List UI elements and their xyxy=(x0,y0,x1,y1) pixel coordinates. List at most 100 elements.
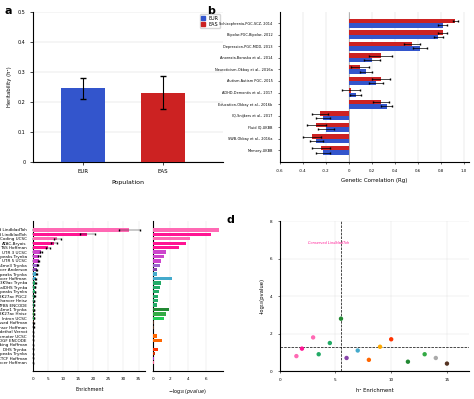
Point xyxy=(421,351,428,358)
Bar xyxy=(33,250,41,254)
Bar xyxy=(33,228,129,231)
Point xyxy=(387,336,395,342)
Bar xyxy=(153,348,158,351)
Bar xyxy=(33,277,36,280)
Bar xyxy=(348,65,360,69)
Bar xyxy=(153,339,162,342)
Point xyxy=(326,340,334,346)
Bar xyxy=(33,290,35,294)
Bar xyxy=(153,241,186,245)
Bar xyxy=(33,299,34,302)
Bar xyxy=(348,46,420,51)
Bar xyxy=(348,69,366,74)
Point xyxy=(354,347,362,354)
Bar xyxy=(153,361,154,364)
Y-axis label: -log₁₀(pvalue): -log₁₀(pvalue) xyxy=(260,278,264,314)
Bar xyxy=(153,281,161,284)
Text: a: a xyxy=(5,6,12,16)
Bar xyxy=(153,321,154,324)
Bar xyxy=(153,277,172,280)
Bar xyxy=(326,127,348,132)
Bar xyxy=(317,139,348,143)
Bar xyxy=(33,304,34,307)
Bar xyxy=(153,233,210,236)
Bar xyxy=(153,317,164,320)
Bar xyxy=(33,317,34,320)
Bar xyxy=(153,250,166,254)
Bar xyxy=(348,35,438,39)
Point xyxy=(310,334,317,341)
Bar xyxy=(348,104,386,109)
Bar xyxy=(312,134,348,139)
Point xyxy=(443,360,451,367)
Bar xyxy=(33,241,54,245)
Bar xyxy=(153,352,155,356)
Bar xyxy=(33,308,34,311)
Bar xyxy=(348,81,376,85)
Bar xyxy=(33,294,35,298)
Bar xyxy=(141,93,185,162)
Bar xyxy=(348,30,443,35)
Bar xyxy=(317,123,348,127)
Bar xyxy=(320,111,348,116)
Point xyxy=(365,357,373,363)
Y-axis label: Heritability (h²): Heritability (h²) xyxy=(7,66,12,107)
Bar xyxy=(153,259,161,263)
Bar xyxy=(153,312,166,316)
Point xyxy=(404,359,412,365)
Bar xyxy=(33,264,38,267)
Point xyxy=(292,353,300,359)
Bar xyxy=(153,294,158,298)
Point xyxy=(337,316,345,322)
Text: b: b xyxy=(208,6,216,16)
Point xyxy=(315,351,322,358)
Bar xyxy=(348,42,412,46)
Bar xyxy=(153,228,219,231)
Bar xyxy=(153,290,159,294)
Bar xyxy=(348,53,381,58)
Bar xyxy=(153,286,160,289)
Bar xyxy=(153,326,154,329)
Bar xyxy=(348,58,372,62)
X-axis label: Genetic Correlation (Rg): Genetic Correlation (Rg) xyxy=(341,178,408,183)
Bar xyxy=(153,299,157,302)
Bar xyxy=(153,357,155,360)
Bar xyxy=(153,246,179,249)
Bar xyxy=(33,259,38,263)
X-axis label: Population: Population xyxy=(111,180,145,185)
Bar xyxy=(153,237,190,241)
Bar xyxy=(33,281,35,284)
Bar xyxy=(323,150,348,155)
Bar xyxy=(153,304,157,307)
X-axis label: h² Enrichment: h² Enrichment xyxy=(356,387,393,393)
Bar xyxy=(33,286,35,289)
Point xyxy=(376,344,384,350)
Bar xyxy=(153,273,157,276)
Legend: EUR, EAS: EUR, EAS xyxy=(200,14,220,28)
Bar xyxy=(348,100,381,104)
Text: Conserved LindbladToh: Conserved LindbladToh xyxy=(308,241,349,245)
X-axis label: Enrichment: Enrichment xyxy=(75,387,103,392)
Bar xyxy=(33,237,57,241)
X-axis label: $-\log_{10}(pvalue)$: $-\log_{10}(pvalue)$ xyxy=(168,387,207,396)
Point xyxy=(343,355,350,361)
Bar xyxy=(33,246,48,249)
Bar xyxy=(321,146,348,150)
Bar xyxy=(348,93,356,97)
Bar xyxy=(153,334,157,338)
Text: d: d xyxy=(227,215,235,225)
Bar xyxy=(348,77,381,81)
Bar xyxy=(153,268,157,271)
Bar xyxy=(323,116,348,120)
Bar xyxy=(33,312,34,316)
Bar xyxy=(348,88,351,93)
Bar xyxy=(33,255,39,258)
Bar xyxy=(33,273,36,276)
Bar xyxy=(33,268,37,271)
Bar xyxy=(153,255,164,258)
Bar xyxy=(153,264,160,267)
Bar xyxy=(61,88,105,162)
Point xyxy=(298,346,306,352)
Bar xyxy=(348,19,456,23)
Bar xyxy=(153,308,169,311)
